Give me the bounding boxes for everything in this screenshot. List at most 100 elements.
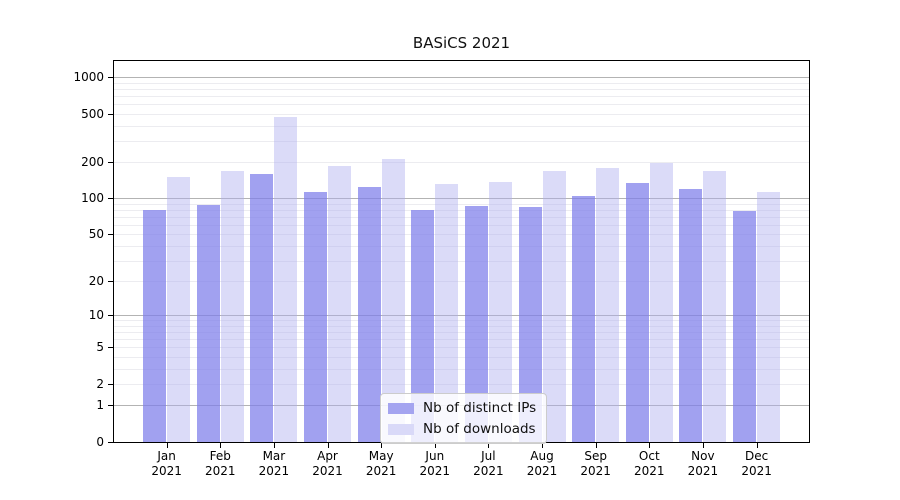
y-tick-label-20: 20 (88, 274, 104, 289)
y-tick-label-200: 200 (81, 155, 104, 169)
x-tick-mark-sep-2021 (595, 443, 597, 448)
y-tick-mark-1000 (108, 77, 113, 79)
x-tick-mark-may-2021 (381, 443, 383, 448)
bar-ips-oct-2021 (625, 183, 649, 442)
gridline-3 (114, 368, 809, 370)
x-tick-label-jun-2021: Jun 2021 (419, 449, 451, 478)
y-tick-label-500: 500 (81, 106, 104, 121)
x-tick-mark-aug-2021 (542, 443, 543, 448)
x-tick-label-nov-2021: Nov 2021 (687, 449, 719, 478)
legend-swatch-downloads (388, 423, 414, 435)
gridline-90 (114, 203, 809, 205)
gridline-4 (114, 357, 809, 358)
x-tick-mark-jun-2021 (434, 443, 436, 448)
x-tick-label-dec-2021: Dec 2021 (741, 449, 772, 478)
bar-downloads-oct-2021 (649, 162, 673, 442)
x-tick-label-oct-2021: Oct 2021 (634, 449, 665, 478)
gridline-10 (114, 315, 809, 317)
y-tick-mark-200 (108, 162, 113, 163)
bar-downloads-mar-2021 (274, 117, 298, 442)
bar-downloads-jul-2021 (488, 181, 512, 442)
gridline-300 (114, 140, 809, 142)
x-tick-label-aug-2021: Aug 2021 (526, 449, 558, 478)
gridline-9 (114, 320, 809, 322)
x-tick-mark-feb-2021 (220, 443, 222, 448)
y-tick-label-0: 0 (96, 435, 104, 449)
bar-downloads-jan-2021 (167, 177, 191, 442)
y-tick-label-10: 10 (88, 308, 104, 323)
bars-layer (114, 61, 809, 442)
y-tick-mark-5 (108, 347, 113, 349)
legend-label-ips: Nb of distinct IPs (423, 400, 537, 416)
y-tick-mark-50 (108, 234, 113, 236)
x-tick-label-jul-2021: Jul 2021 (473, 449, 504, 478)
x-tick-mark-apr-2021 (327, 443, 329, 448)
gridline-60 (114, 224, 809, 226)
gridline-40 (114, 245, 809, 247)
x-tick-label-mar-2021: Mar 2021 (258, 449, 290, 478)
gridline-8 (114, 326, 809, 327)
y-tick-mark-500 (108, 113, 113, 115)
gridline-500 (114, 113, 809, 115)
y-tick-mark-2 (108, 384, 113, 385)
bar-downloads-aug-2021 (542, 171, 566, 442)
y-tick-mark-1 (108, 405, 113, 407)
legend: Nb of distinct IPs Nb of downloads (380, 393, 548, 444)
y-tick-label-1: 1 (96, 398, 104, 413)
y-tick-label-5: 5 (96, 340, 104, 355)
gridline-80 (114, 210, 809, 211)
bar-downloads-jun-2021 (435, 184, 459, 442)
legend-row-downloads: Nb of downloads (388, 421, 536, 437)
bar-ips-may-2021 (357, 187, 381, 442)
gridline-50 (114, 234, 809, 236)
gridline-200 (114, 162, 809, 163)
x-tick-label-apr-2021: Apr 2021 (312, 449, 343, 478)
x-tick-mark-nov-2021 (702, 443, 704, 448)
y-tick-mark-20 (108, 281, 113, 283)
gridline-400 (114, 125, 809, 127)
y-tick-label-1000: 1000 (73, 70, 104, 85)
bar-downloads-nov-2021 (703, 170, 727, 442)
bar-ips-feb-2021 (196, 205, 220, 442)
x-tick-mark-mar-2021 (273, 443, 275, 448)
bar-ips-aug-2021 (518, 206, 542, 442)
gridline-1000 (114, 77, 809, 79)
bar-ips-sep-2021 (572, 196, 596, 442)
y-tick-mark-10 (108, 315, 113, 317)
legend-row-ips: Nb of distinct IPs (388, 400, 536, 416)
y-tick-label-100: 100 (81, 191, 104, 206)
y-tick-mark-100 (108, 198, 113, 200)
gridline-30 (114, 260, 809, 262)
x-tick-label-may-2021: May 2021 (365, 449, 397, 478)
y-tick-label-50: 50 (88, 227, 104, 242)
bar-downloads-apr-2021 (328, 166, 351, 442)
chart-title: BASiCS 2021 (412, 34, 511, 52)
bar-ips-dec-2021 (733, 211, 757, 442)
x-tick-mark-jul-2021 (488, 443, 490, 448)
gridline-2 (114, 384, 809, 385)
gridline-20 (114, 281, 809, 283)
x-tick-mark-jan-2021 (166, 443, 168, 448)
bar-downloads-sep-2021 (596, 168, 620, 442)
x-tick-mark-dec-2021 (756, 443, 758, 448)
gridline-6 (114, 339, 809, 341)
x-tick-mark-oct-2021 (649, 443, 651, 448)
legend-swatch-ips (388, 402, 414, 414)
bar-ips-mar-2021 (250, 174, 274, 442)
gridline-700 (114, 96, 809, 97)
gridline-70 (114, 216, 809, 218)
x-tick-label-sep-2021: Sep 2021 (580, 449, 611, 478)
bar-downloads-feb-2021 (220, 170, 244, 442)
bar-ips-apr-2021 (304, 191, 327, 442)
y-tick-label-2: 2 (96, 377, 104, 391)
bar-downloads-may-2021 (381, 159, 405, 442)
y-tick-mark-0 (108, 442, 113, 443)
legend-label-downloads: Nb of downloads (423, 421, 536, 437)
plot-area: Nb of distinct IPs Nb of downloads (113, 60, 810, 444)
x-tick-label-feb-2021: Feb 2021 (205, 449, 236, 478)
x-tick-label-jan-2021: Jan 2021 (151, 449, 182, 478)
gridlines-layer (114, 61, 809, 442)
bar-ips-jun-2021 (411, 210, 435, 442)
gridline-900 (114, 82, 809, 84)
gridline-600 (114, 104, 809, 106)
